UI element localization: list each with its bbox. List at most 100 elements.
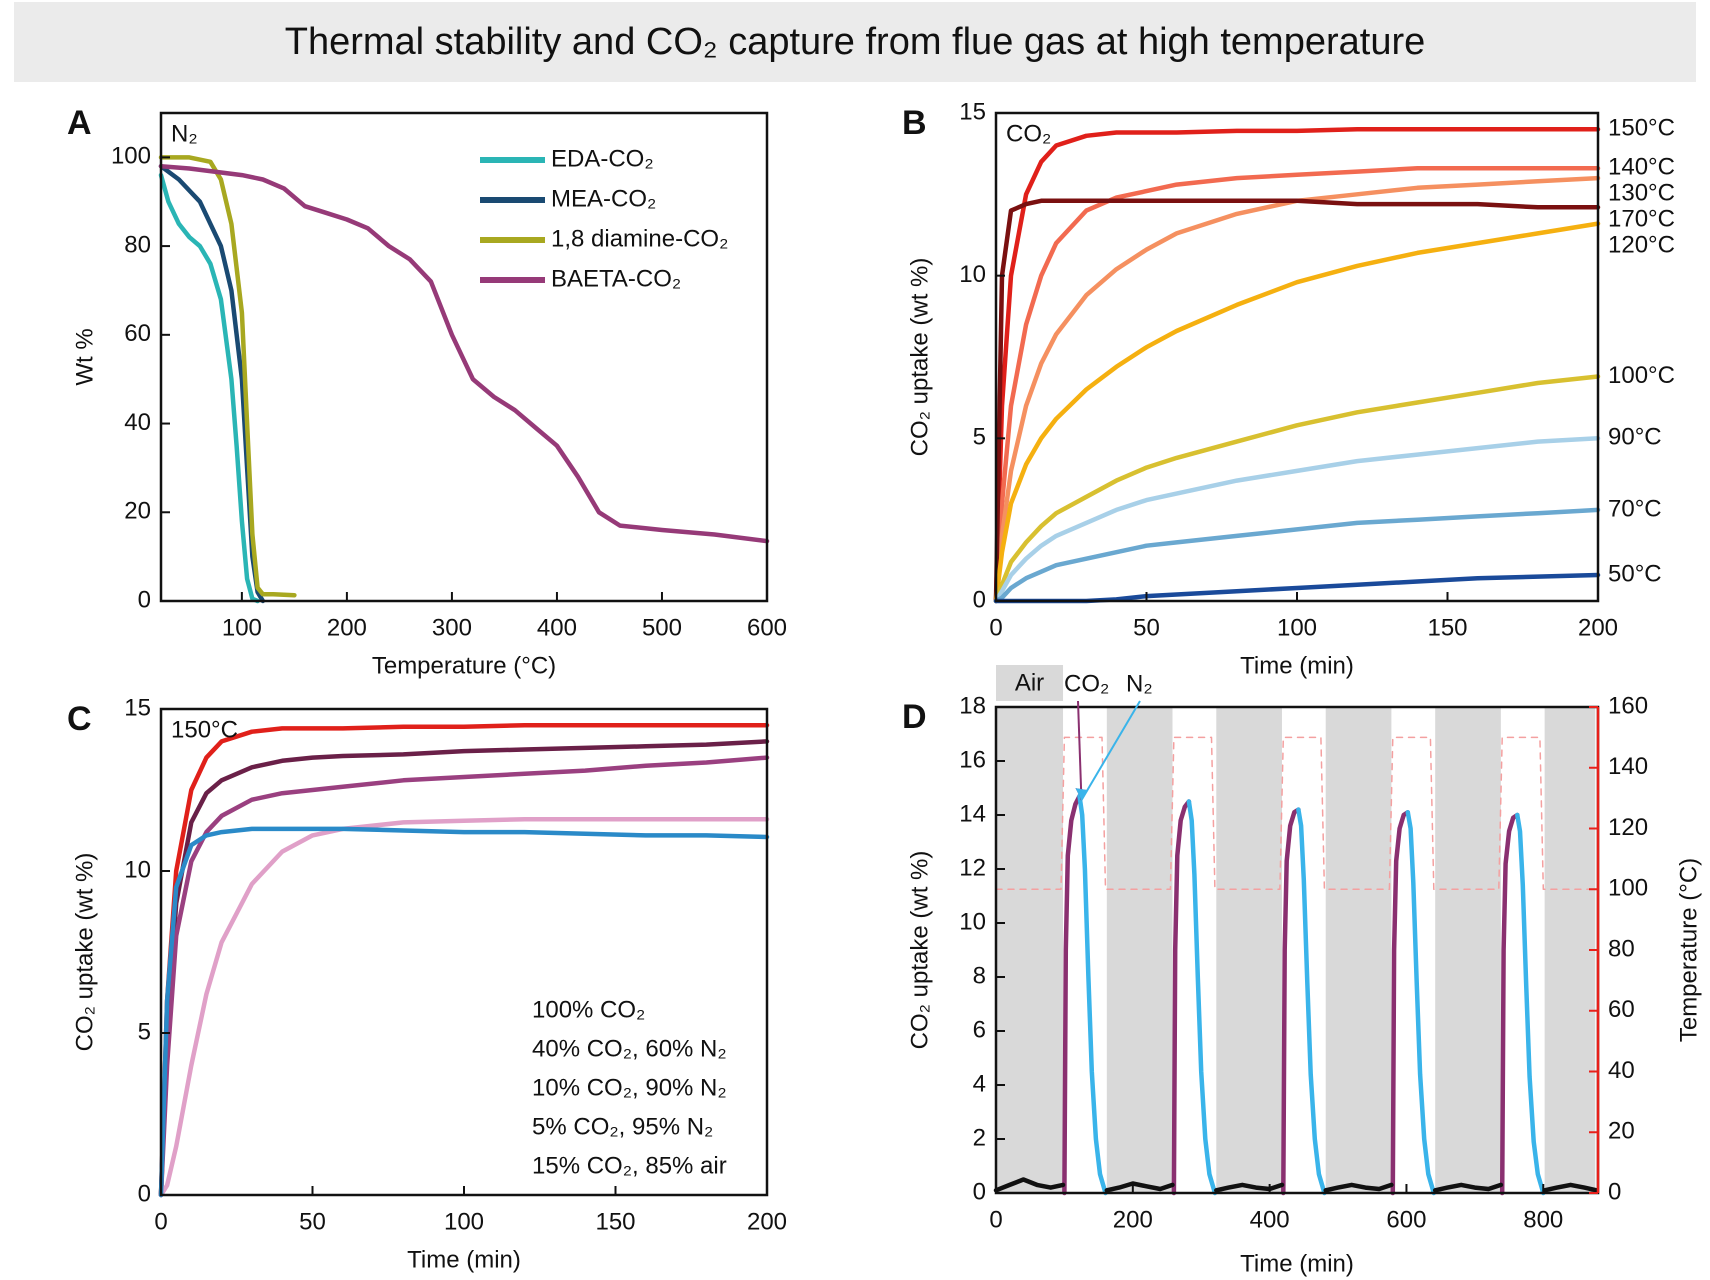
legend-label: 100% CO₂ [532,996,645,1023]
x-tick-label: 100 [222,614,262,641]
y-tick-label: 14 [959,800,986,827]
title-band [14,2,1696,82]
series-line [993,374,1601,604]
series-line [158,755,770,1198]
band-label: Air [1015,669,1044,696]
legend-label: MEA-CO₂ [551,185,656,212]
y-tick-label: 5 [138,1018,151,1045]
plot-frame [159,111,769,603]
x-tick-label: 200 [747,1208,787,1235]
panel-letter: B [902,104,927,142]
series-line [158,155,297,598]
x-tick-label: 100 [444,1208,484,1235]
y-tick-label: 10 [959,261,986,288]
y-tick-label: 0 [138,586,151,613]
series-name-label: CO₂ [1064,670,1109,697]
panel-letter: C [67,700,92,738]
line-end-label: 70°C [1608,495,1662,522]
x-axis-label: Time (min) [407,1246,521,1273]
y2-tick-label: 120 [1608,814,1648,841]
y2-tick-label: 20 [1608,1118,1635,1145]
annotation: 150°C [171,716,238,743]
series-line [158,172,260,604]
series-line [1077,793,1546,1196]
series-line [993,166,1601,604]
legend-label: EDA-CO₂ [551,145,654,172]
y-tick-label: 0 [138,1180,151,1207]
y2-tick-label: 160 [1608,692,1648,719]
air-band [1435,707,1501,1193]
y-tick-label: 5 [973,424,986,451]
x-tick-label: 150 [1427,614,1467,641]
series-line [158,739,770,1198]
series-line [995,736,1599,891]
x-tick-label: 200 [1578,614,1618,641]
line-end-label: 130°C [1608,180,1675,207]
legend-label: 15% CO₂, 85% air [532,1152,727,1179]
air-band [1106,707,1173,1193]
legend-label: 40% CO₂, 60% N₂ [532,1035,727,1062]
series-line [993,175,1601,604]
y-tick-label: 2 [973,1124,986,1151]
air-band [1544,707,1596,1193]
x-tick-label: 400 [1250,1206,1290,1233]
y-tick-label: 6 [973,1016,986,1043]
x-tick-label: 0 [154,1208,167,1235]
legend-label: 10% CO₂, 90% N₂ [532,1074,727,1101]
series-line [158,816,770,1198]
series-line [158,826,770,1198]
annotation: CO₂ [1006,120,1051,147]
x-axis-label: Time (min) [1240,652,1354,679]
line-end-label: 90°C [1608,424,1662,451]
series-line [158,163,266,604]
annotation-arrow [1077,700,1083,801]
y-tick-label: 18 [959,692,986,719]
y-axis-label: CO₂ uptake (wt %) [906,258,933,457]
y2-tick-label: 40 [1608,1057,1635,1084]
x-tick-label: 200 [327,614,367,641]
series-name-label: N₂ [1126,670,1153,697]
y-tick-label: 80 [124,231,151,258]
y-tick-label: 15 [959,98,986,125]
y-axis-label: Wt % [71,328,98,385]
y-tick-label: 60 [124,320,151,347]
air-band [1216,707,1282,1193]
y-tick-label: 10 [959,908,986,935]
x-tick-label: 500 [642,614,682,641]
y-tick-label: 8 [973,962,986,989]
arrow-head [1075,788,1088,801]
annotation: N₂ [171,120,198,147]
y-tick-label: 12 [959,854,986,881]
x-axis-label: Temperature (°C) [372,652,556,679]
y-axis-label: CO₂ uptake (wt %) [71,853,98,1052]
x-tick-label: 800 [1523,1206,1563,1233]
series-line [993,507,1601,604]
series-line [993,436,1601,604]
line-end-label: 120°C [1608,232,1675,259]
y-tick-label: 16 [959,746,986,773]
y-tick-label: 40 [124,409,151,436]
x-tick-label: 150 [595,1208,635,1235]
line-end-label: 50°C [1608,560,1662,587]
y-tick-label: 100 [111,143,151,170]
x-tick-label: 400 [537,614,577,641]
y-tick-label: 15 [124,694,151,721]
panel-letter: D [902,698,927,736]
y-tick-label: 0 [973,1178,986,1205]
y2-tick-label: 140 [1608,753,1648,780]
legend-label: BAETA-CO₂ [551,265,681,292]
series-line [1062,793,1520,1196]
annotation-arrow [1080,700,1141,801]
line-end-label: 100°C [1608,362,1675,389]
x-tick-label: 50 [1133,614,1160,641]
line-end-label: 150°C [1608,115,1675,142]
y2-axis-label: Temperature (°C) [1675,858,1702,1042]
series-line [158,722,770,1198]
x-tick-label: 0 [989,614,1002,641]
figure-title: Thermal stability and CO₂ capture from f… [285,21,1426,63]
y-axis-label: CO₂ uptake (wt %) [906,851,933,1050]
x-tick-label: 200 [1113,1206,1153,1233]
y-tick-label: 10 [124,856,151,883]
air-band [1325,707,1392,1193]
x-tick-label: 0 [989,1206,1002,1233]
